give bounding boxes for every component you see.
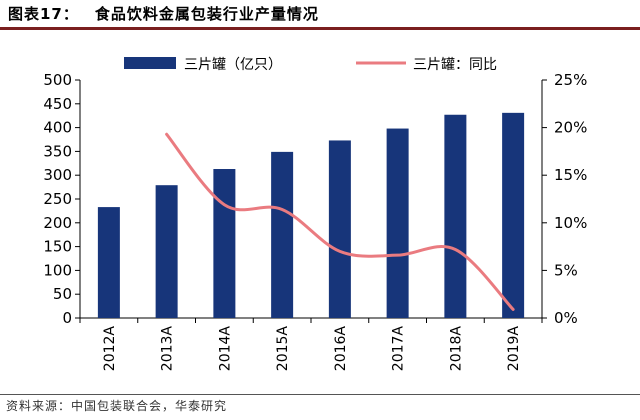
y-left-tick-label: 300 <box>43 166 72 184</box>
bar <box>502 112 525 319</box>
footer-rule <box>0 394 640 395</box>
x-tick-label: 2019A <box>506 326 522 372</box>
bar <box>386 128 409 318</box>
line-series <box>165 132 515 311</box>
y-left-tick-label: 500 <box>43 71 72 89</box>
x-tick-label: 2017A <box>391 326 407 372</box>
y-left-tick-label: 150 <box>43 238 72 256</box>
legend-line-label: 三片罐：同比 <box>413 57 497 73</box>
bar <box>328 140 351 318</box>
y-left-tick-label: 350 <box>43 142 72 160</box>
title-rule <box>0 27 640 30</box>
y-right-tick-label: 10% <box>554 214 587 232</box>
chart: 0 50 100 150 200 250 300 350 400 450 500 0% 5% 10% 15%… <box>43 57 587 372</box>
figure-label: 图表17： <box>8 5 79 23</box>
x-tick-label: 2016A <box>333 326 349 372</box>
legend-bar-swatch <box>124 57 176 69</box>
bar <box>213 169 236 318</box>
y-right-tick-label: 5% <box>554 261 578 279</box>
legend: 三片罐（亿只） 三片罐：同比 <box>124 57 497 73</box>
y-right-tick-label: 0% <box>554 309 578 327</box>
bar <box>271 151 294 318</box>
y-right-tick-label: 15% <box>554 166 587 184</box>
y-left-tick-label: 100 <box>43 261 72 279</box>
bar <box>444 114 467 318</box>
bar-series <box>97 112 525 319</box>
figure-title: 图表17： 食品饮料金属包装行业产量情况 <box>8 2 632 28</box>
y-left-tick-label: 200 <box>43 214 72 232</box>
y-left-tick-label: 450 <box>43 95 72 113</box>
x-tick-label: 2013A <box>160 326 176 372</box>
y-left-tick-label: 400 <box>43 119 72 137</box>
bar <box>155 185 178 318</box>
y-left-tick-label: 0 <box>62 309 72 327</box>
y-right-tick-label: 25% <box>554 71 587 89</box>
legend-bar-label: 三片罐（亿只） <box>184 57 282 73</box>
x-tick-label: 2018A <box>448 326 464 372</box>
bar <box>97 207 120 318</box>
y-right-tick-label: 20% <box>554 119 587 137</box>
x-tick-label: 2015A <box>275 326 291 372</box>
x-tick-label: 2014A <box>217 326 233 372</box>
y-left-tick-label: 250 <box>43 190 72 208</box>
figure-title-text: 食品饮料金属包装行业产量情况 <box>94 5 319 23</box>
source-note: 资料来源：中国包装联合会，华泰研究 <box>6 399 228 413</box>
y-left-tick-label: 50 <box>53 285 72 303</box>
x-tick-label: 2012A <box>102 326 118 372</box>
